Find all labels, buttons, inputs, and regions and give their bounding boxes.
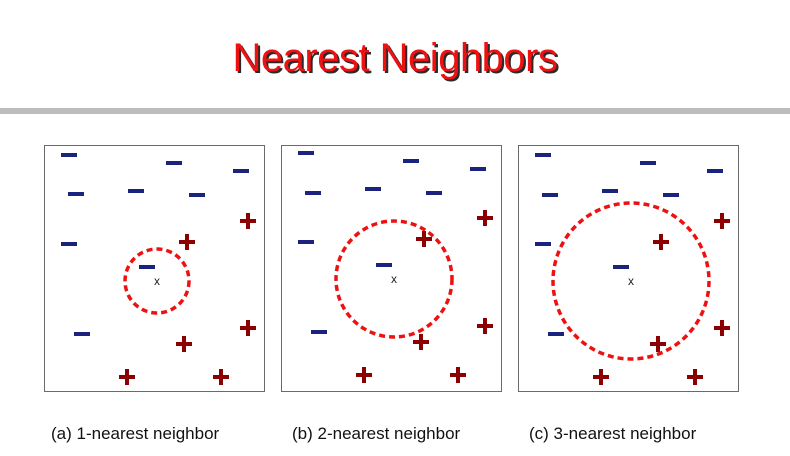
panel-3-nearest: x: [518, 145, 739, 392]
caption-2-nearest: (b) 2-nearest neighbor: [292, 424, 461, 443]
neighborhood-circle: [123, 247, 191, 315]
caption-1-nearest: (a) 1-nearest neighbor: [51, 424, 220, 443]
panel-canvas: x: [61, 153, 256, 385]
positive-point: [477, 318, 493, 334]
panel-canvas: x: [535, 153, 730, 385]
panel-2-nearest: x: [281, 145, 502, 392]
positive-point: [714, 320, 730, 336]
title-divider: [0, 108, 790, 114]
positive-point: [593, 369, 609, 385]
positive-point: [413, 334, 429, 350]
positive-point: [450, 367, 466, 383]
positive-point: [650, 336, 666, 352]
query-point: x: [628, 274, 634, 288]
panel-canvas: x: [298, 151, 493, 383]
positive-point: [356, 367, 372, 383]
query-point: x: [391, 272, 397, 286]
page-title: Nearest Neighbors: [232, 36, 559, 80]
positive-point: [213, 369, 229, 385]
neighborhood-circle: [334, 219, 454, 339]
neighborhood-circle: [551, 201, 711, 361]
positive-point: [176, 336, 192, 352]
positive-point: [179, 234, 195, 250]
caption-3-nearest: (c) 3-nearest neighbor: [529, 424, 697, 443]
positive-point: [687, 369, 703, 385]
positive-point: [416, 231, 432, 247]
positive-point: [653, 234, 669, 250]
panel-1-nearest: x: [44, 145, 265, 392]
positive-point: [714, 213, 730, 229]
query-point: x: [154, 274, 160, 288]
positive-point: [477, 210, 493, 226]
positive-point: [240, 320, 256, 336]
positive-point: [240, 213, 256, 229]
positive-point: [119, 369, 135, 385]
